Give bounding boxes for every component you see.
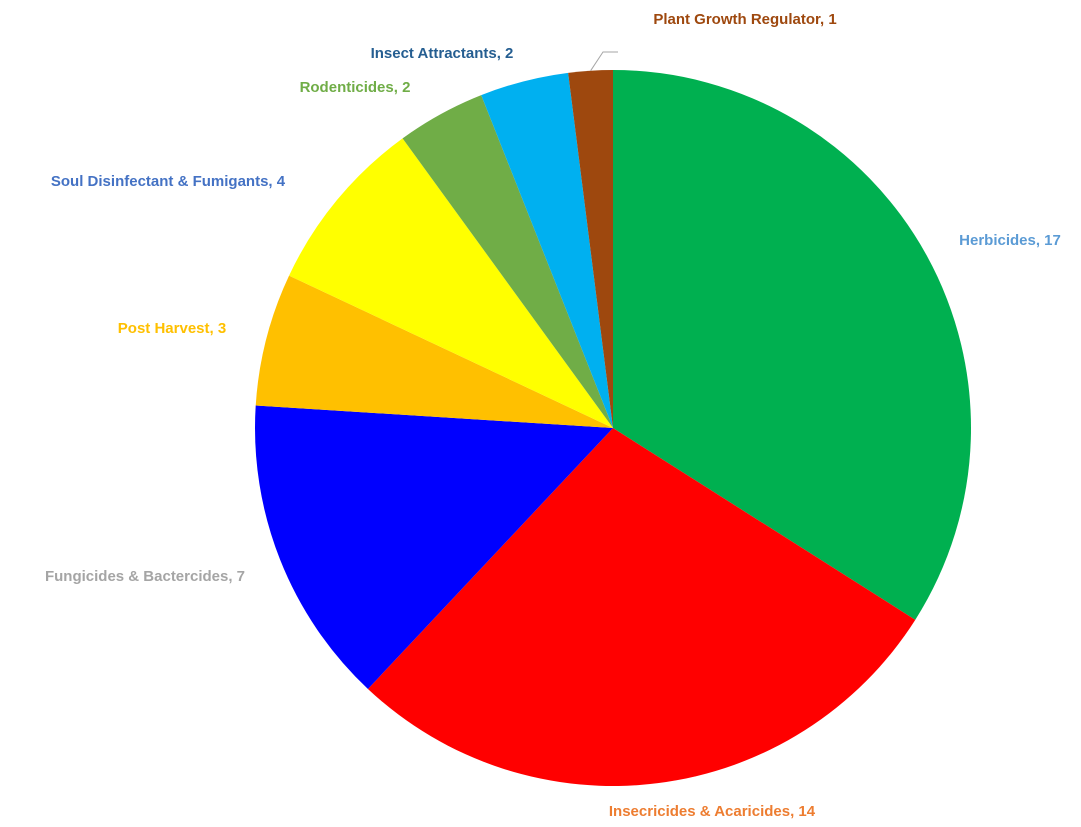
pie-slice-herbicides: [613, 70, 971, 620]
pie-slice-fungicides-bactercides: [255, 405, 613, 689]
data-label-plant-growth-regulator: Plant Growth Regulator, 1: [653, 11, 836, 28]
data-label-rodenticides: Rodenticides, 2: [300, 79, 411, 96]
pie-slice-rodenticides: [402, 95, 613, 428]
leader-line-plant-growth-regulator: [590, 51, 618, 71]
data-label-insecticides-acaricides: Insecricides & Acaricides, 14: [609, 803, 816, 820]
data-label-fungicides-bactercides: Fungicides & Bactercides, 7: [45, 568, 245, 585]
data-label-insect-attractants: Insect Attractants, 2: [371, 45, 514, 62]
pie-data-labels: Herbicides, 17 Insecricides & Acaricides,…: [45, 11, 1061, 820]
data-label-soil-disinfectant-fumigants: Soul Disinfectant & Fumigants, 4: [51, 173, 286, 190]
pie-slices: [255, 70, 971, 787]
leader-lines: [590, 51, 618, 71]
pie-slice-plant-growth-regulator: [568, 70, 613, 428]
data-label-herbicides: Herbicides, 17: [959, 232, 1061, 249]
data-label-post-harvest: Post Harvest, 3: [118, 320, 226, 337]
pie-slice-post-harvest: [255, 275, 614, 428]
pie-slice-soil-disinfectant-fumigants: [289, 138, 613, 428]
pie-slice-insect-attractants: [481, 72, 613, 428]
pie-slice-insecticides-acaricides: [367, 428, 916, 787]
